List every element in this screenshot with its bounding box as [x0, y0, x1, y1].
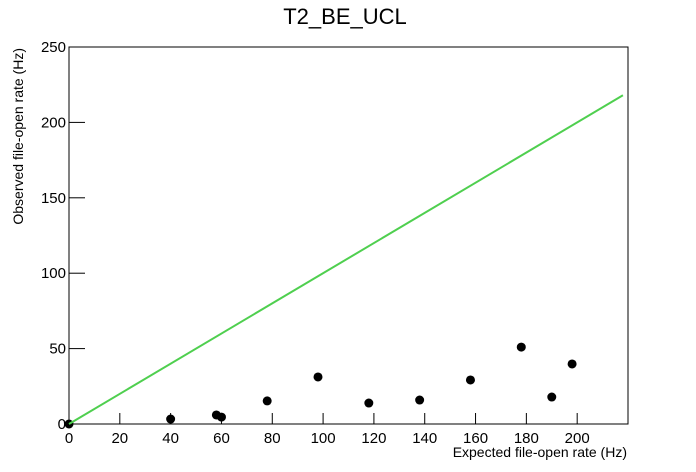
data-point [262, 396, 272, 406]
data-point [216, 412, 226, 422]
y-tick-label: 200 [41, 114, 66, 131]
y-tick-label: 250 [41, 39, 66, 56]
data-point [166, 414, 176, 424]
y-axis-label: Observed file-open rate (Hz) [10, 48, 26, 225]
x-tick-label: 0 [65, 430, 73, 447]
x-tick-label: 20 [111, 430, 128, 447]
x-tick-label: 180 [514, 430, 539, 447]
data-point [516, 342, 526, 352]
x-tick-label: 40 [162, 430, 179, 447]
data-point [415, 395, 425, 405]
x-tick-label: 140 [412, 430, 437, 447]
data-point [567, 359, 577, 369]
y-tick-label: 0 [58, 416, 66, 433]
x-tick-label: 200 [565, 430, 590, 447]
x-tick-label: 60 [213, 430, 230, 447]
x-tick-label: 100 [311, 430, 336, 447]
chart-title: T2_BE_UCL [283, 4, 407, 29]
y-tick-label: 50 [49, 341, 66, 358]
y-tick-label: 100 [41, 265, 66, 282]
data-point [364, 398, 374, 408]
x-tick-label: 160 [463, 430, 488, 447]
data-point [313, 372, 323, 382]
plot-frame [68, 46, 629, 425]
fit-line [68, 94, 624, 425]
data-point [547, 392, 557, 402]
x-tick-label: 80 [264, 430, 281, 447]
y-tick-label: 150 [41, 190, 66, 207]
x-tick-label: 120 [361, 430, 386, 447]
data-point [465, 375, 475, 385]
x-axis-label: Expected file-open rate (Hz) [453, 444, 627, 460]
